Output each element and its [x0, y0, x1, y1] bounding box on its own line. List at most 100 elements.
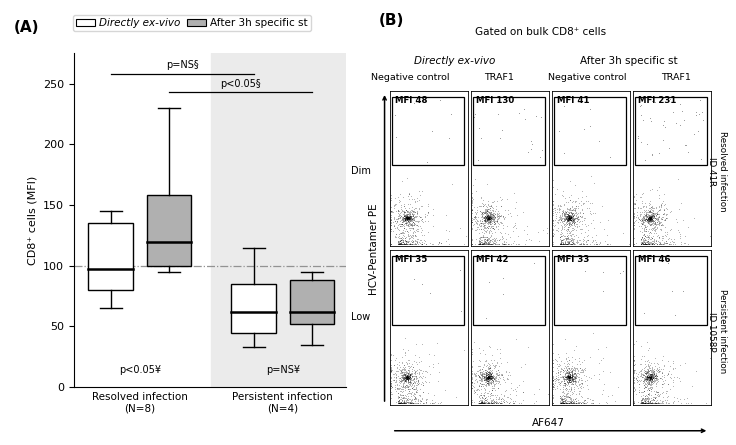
Point: [470, 187, 482, 194]
Point: [653, 222, 665, 229]
Point: [555, 237, 567, 244]
Point: [481, 217, 493, 224]
Point: [486, 211, 498, 218]
Point: [481, 376, 492, 384]
Point: [481, 236, 492, 243]
Point: [478, 235, 490, 242]
Point: [581, 394, 593, 401]
Point: [556, 241, 567, 248]
Point: [565, 213, 576, 220]
Point: [641, 376, 653, 383]
Point: [385, 380, 397, 387]
Point: [467, 222, 479, 229]
Point: [401, 374, 413, 381]
Point: [565, 378, 577, 385]
Point: [572, 379, 584, 386]
Point: [400, 373, 412, 380]
Point: [559, 218, 570, 225]
Point: [556, 394, 567, 401]
Point: [564, 209, 576, 216]
Point: [645, 372, 657, 380]
Point: [400, 399, 412, 406]
Point: [475, 392, 487, 399]
Point: [385, 377, 397, 384]
Point: [648, 376, 660, 384]
Point: [574, 241, 586, 248]
Point: [562, 369, 573, 376]
Point: [402, 384, 414, 391]
Point: [562, 372, 574, 379]
Point: [643, 214, 655, 221]
Point: [643, 400, 654, 407]
Point: [645, 215, 657, 222]
Point: [646, 374, 658, 381]
Point: [645, 375, 657, 382]
Point: [403, 373, 415, 380]
Point: [563, 216, 575, 223]
Point: [404, 213, 416, 220]
Point: [645, 374, 657, 381]
Point: [547, 231, 559, 238]
Point: [645, 375, 657, 382]
Point: [569, 374, 581, 381]
Point: [482, 239, 494, 246]
Point: [644, 216, 656, 223]
Point: [634, 103, 646, 110]
Point: [551, 383, 563, 390]
Point: [636, 396, 648, 403]
Point: [406, 376, 418, 383]
Point: [397, 375, 409, 382]
Point: [389, 234, 400, 241]
Point: [389, 217, 401, 224]
Point: [475, 239, 486, 246]
Point: [477, 370, 489, 377]
Point: [651, 383, 662, 390]
Point: [494, 355, 506, 362]
Point: [657, 400, 669, 407]
Point: [557, 372, 569, 380]
Point: [495, 400, 507, 407]
Point: [485, 389, 497, 396]
Point: [395, 378, 407, 385]
Point: [395, 376, 407, 383]
Point: [662, 357, 674, 364]
Point: [403, 214, 414, 222]
Point: [400, 213, 411, 220]
Point: [652, 213, 664, 220]
Point: [649, 373, 661, 380]
Point: [567, 376, 578, 384]
Point: [564, 204, 576, 211]
Point: [553, 128, 565, 135]
Point: [406, 221, 418, 228]
Point: [580, 193, 592, 200]
Point: [486, 360, 498, 367]
Point: [563, 230, 575, 237]
Point: [397, 241, 409, 248]
Point: [658, 240, 670, 247]
Point: [559, 370, 571, 377]
Point: [402, 375, 414, 382]
Point: [553, 373, 565, 380]
Point: [647, 225, 659, 232]
Point: [399, 214, 411, 221]
Point: [645, 373, 657, 380]
Point: [645, 218, 657, 226]
Point: [490, 399, 502, 406]
Point: [399, 211, 411, 218]
Point: [487, 377, 499, 384]
Point: [474, 399, 486, 406]
Point: [565, 371, 576, 378]
Point: [581, 236, 593, 243]
Point: [405, 214, 417, 221]
Point: [573, 215, 585, 222]
Point: [407, 208, 419, 215]
Point: [568, 366, 580, 373]
Point: [557, 398, 569, 405]
Point: [481, 399, 492, 406]
Point: [562, 217, 573, 224]
Point: [645, 392, 657, 399]
Point: [397, 368, 409, 375]
Point: [644, 373, 656, 380]
Point: [643, 219, 654, 227]
Point: [555, 393, 567, 400]
